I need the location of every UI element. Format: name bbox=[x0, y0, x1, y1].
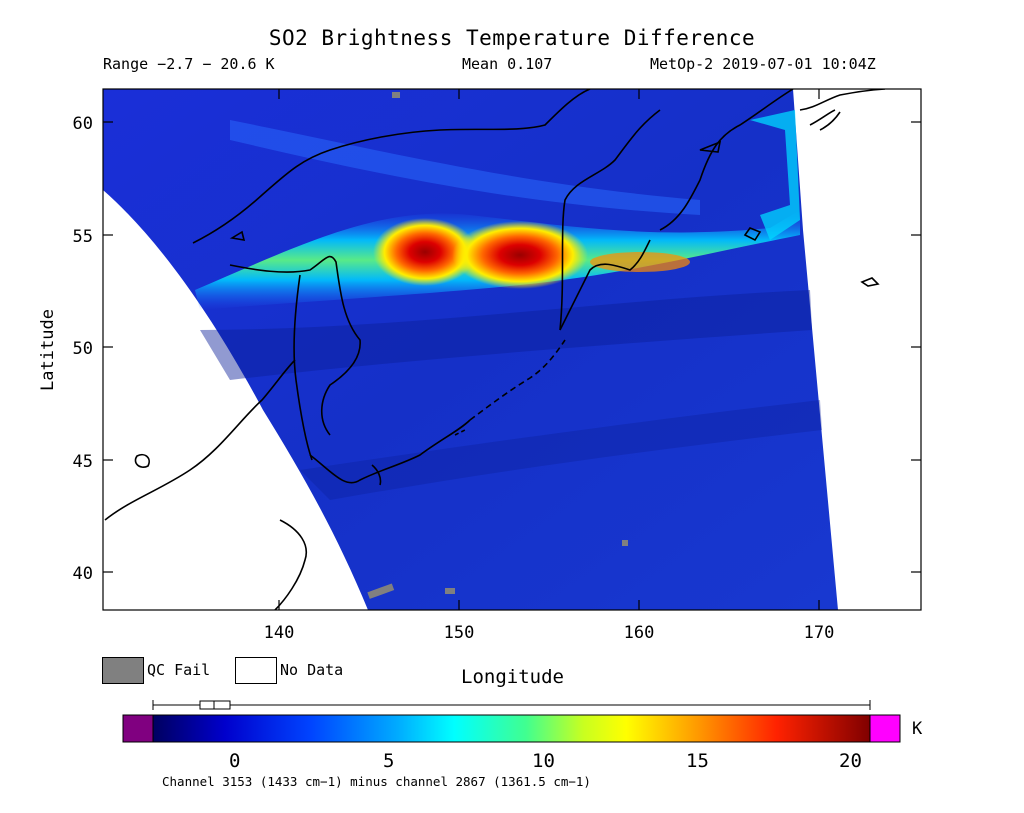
colorbar-caption: Channel 3153 (1433 cm−1) minus channel 2… bbox=[162, 774, 591, 789]
qc-fail-swatch bbox=[102, 657, 144, 684]
qc-fail-label: QC Fail bbox=[147, 661, 211, 679]
x-tick-label: 160 bbox=[624, 623, 655, 643]
satellite-time-label: MetOp-2 2019-07-01 10:04Z bbox=[650, 55, 876, 73]
colorbar-tick-label: 15 bbox=[686, 750, 709, 772]
colorbar-under-swatch bbox=[122, 714, 154, 743]
axis-ticks bbox=[103, 89, 921, 610]
x-tick-label: 140 bbox=[264, 623, 295, 643]
colorbar-range-indicator bbox=[152, 700, 871, 710]
no-data-swatch bbox=[235, 657, 277, 684]
colorbar bbox=[152, 714, 871, 743]
coastlines bbox=[104, 89, 886, 610]
colorbar-tick-label: 0 bbox=[229, 750, 241, 772]
plot-frame bbox=[102, 88, 922, 611]
colorbar-tick-label: 10 bbox=[532, 750, 555, 772]
map-title: SO2 Brightness Temperature Difference bbox=[268, 26, 756, 50]
x-tick-label: 170 bbox=[804, 623, 835, 643]
no-data-label: No Data bbox=[280, 661, 344, 679]
y-tick-label: 50 bbox=[73, 339, 93, 359]
colorbar-tick-label: 20 bbox=[839, 750, 862, 772]
data-swath bbox=[103, 89, 838, 610]
colorbar-over-swatch bbox=[869, 714, 901, 743]
y-axis-label: Latitude bbox=[38, 309, 58, 391]
colorbar-tick-label: 5 bbox=[383, 750, 395, 772]
x-tick-label: 150 bbox=[444, 623, 475, 643]
y-tick-label: 60 bbox=[73, 114, 93, 134]
y-tick-label: 40 bbox=[73, 564, 93, 584]
range-label: Range −2.7 − 20.6 K bbox=[103, 55, 275, 73]
colorbar-unit: K bbox=[912, 719, 923, 739]
y-tick-label: 55 bbox=[73, 227, 93, 247]
mean-label: Mean 0.107 bbox=[462, 55, 553, 73]
x-axis-label: Longitude bbox=[461, 666, 564, 688]
y-tick-label: 45 bbox=[73, 452, 93, 472]
